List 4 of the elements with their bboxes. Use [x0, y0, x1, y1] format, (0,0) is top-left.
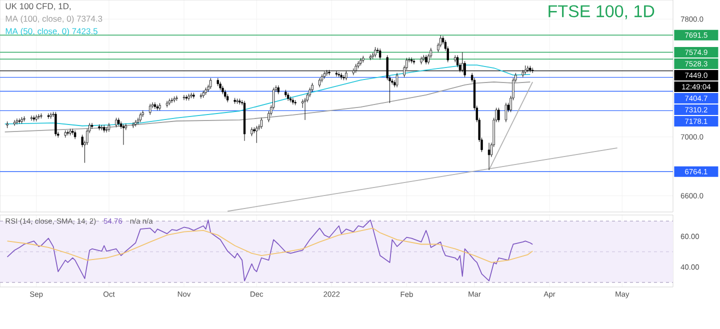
chart-subtitle: UK 100 CFD, 1D,	[6, 3, 71, 10]
text: MA (50, close, 0) 7423.5	[6, 28, 98, 36]
chart-title: FTSE 100, 1D	[548, 5, 654, 20]
text: MA (100, close, 0) 7374.3	[6, 15, 102, 24]
